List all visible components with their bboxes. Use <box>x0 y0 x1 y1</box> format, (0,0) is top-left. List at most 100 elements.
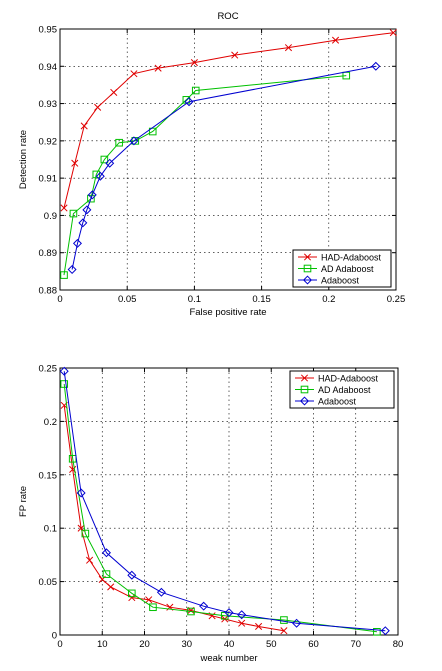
x-tick-label: 0.15 <box>252 294 271 305</box>
x-tick-label: 0 <box>57 294 62 305</box>
legend-marker <box>303 253 312 261</box>
data-point <box>292 618 302 628</box>
series-adaboost <box>59 366 390 636</box>
data-point <box>131 137 140 145</box>
data-point <box>255 622 263 631</box>
data-point <box>130 70 138 78</box>
data-point <box>156 587 166 597</box>
legend-entry: AD Adaboost <box>298 264 374 274</box>
data-point <box>81 529 90 538</box>
x-axis-label: False positive rate <box>189 307 266 318</box>
legend-label: AD Adaboost <box>321 264 374 274</box>
data-point <box>115 138 123 147</box>
x-tick-label: 0.1 <box>188 294 201 305</box>
data-point <box>78 218 88 228</box>
data-point <box>389 29 397 37</box>
y-tick-label: 0.9 <box>44 211 57 222</box>
data-point <box>105 158 115 168</box>
data-point <box>149 603 157 612</box>
legend-label: AD Adaboost <box>318 385 371 395</box>
data-point <box>107 583 115 591</box>
data-point <box>128 589 136 598</box>
x-tick-label: 0 <box>57 639 62 650</box>
data-point <box>71 159 79 167</box>
plot-area <box>60 368 398 635</box>
x-tick-label: 60 <box>308 639 319 650</box>
y-axis-label: Detection rate <box>18 130 29 189</box>
data-point <box>69 209 78 218</box>
series-adaboost <box>67 61 381 275</box>
data-point <box>231 51 239 59</box>
data-point <box>72 238 82 248</box>
data-point <box>187 607 195 616</box>
data-point <box>154 64 162 72</box>
data-point <box>280 616 288 624</box>
data-point <box>371 61 381 71</box>
fp-rate-chart: 0 10 20 30 40 50 60 70 80 0 0.05 0.1 0.15 0.2 0.25 weak… <box>18 364 403 665</box>
roc-chart: 0 0.05 0.1 0.15 0.2 0.25 0.88 0.89 0.9 0.91 0.92 0.… <box>18 11 405 318</box>
x-tick-label: 80 <box>393 639 404 650</box>
data-point <box>102 570 111 578</box>
x-tick-label: 20 <box>139 639 150 650</box>
data-point <box>82 205 92 215</box>
y-tick-label: 0.88 <box>39 286 58 297</box>
legend-entry: Adaboost <box>298 275 360 286</box>
legend-label: HAD-Adaboost <box>321 253 382 263</box>
y-tick-label: 0.89 <box>39 248 58 259</box>
axes-frame <box>59 28 397 291</box>
x-tick-label: 0.2 <box>322 294 335 305</box>
data-point <box>148 127 157 136</box>
data-point <box>184 97 194 107</box>
data-point <box>224 608 234 618</box>
plot-area <box>60 29 396 290</box>
data-point <box>380 626 390 636</box>
y-tick-label: 0 <box>52 631 57 642</box>
data-point <box>129 136 139 146</box>
data-point <box>331 36 340 44</box>
x-axis-label: weak number <box>199 653 257 664</box>
data-point <box>100 155 109 164</box>
data-point <box>128 594 136 602</box>
data-point <box>101 548 111 558</box>
legend-label: Adaboost <box>321 276 360 286</box>
legend-label: Adaboost <box>318 397 357 407</box>
data-point <box>60 204 68 212</box>
x-tick-label: 0.25 <box>387 294 406 305</box>
data-point <box>191 86 200 95</box>
data-point <box>238 619 246 627</box>
y-tick-label: 0.95 <box>39 25 58 36</box>
data-point <box>87 190 97 200</box>
data-point <box>76 488 86 498</box>
x-tick-label: 40 <box>224 639 235 650</box>
legend-entry: HAD-Adaboost <box>295 374 379 384</box>
legend-entry: AD Adaboost <box>295 385 371 395</box>
y-tick-label: 0.2 <box>44 417 57 428</box>
legend-marker <box>299 396 310 406</box>
data-point <box>94 103 102 111</box>
data-point <box>110 88 118 96</box>
y-tick-label: 0.25 <box>39 364 58 375</box>
data-point <box>59 366 69 376</box>
legend-marker <box>300 374 309 382</box>
y-axis-label: FP rate <box>18 486 29 517</box>
legend-entry: HAD-Adaboost <box>298 253 382 263</box>
x-tick-label: 70 <box>350 639 361 650</box>
series-had-adaboost <box>60 29 397 212</box>
y-tick-label: 0.91 <box>39 174 58 185</box>
series-line <box>63 383 377 633</box>
data-point <box>127 570 137 580</box>
legend-entry: Adaboost <box>295 396 357 407</box>
data-point <box>86 556 94 564</box>
data-point <box>373 627 381 636</box>
data-point <box>199 601 209 611</box>
series-line <box>63 371 386 632</box>
legend-marker <box>300 385 309 394</box>
x-tick-label: 0.05 <box>118 294 137 305</box>
data-point <box>92 170 101 179</box>
series-line <box>71 65 376 270</box>
data-point <box>280 627 288 635</box>
series-ad-adaboost <box>60 380 381 636</box>
data-point <box>95 171 105 181</box>
